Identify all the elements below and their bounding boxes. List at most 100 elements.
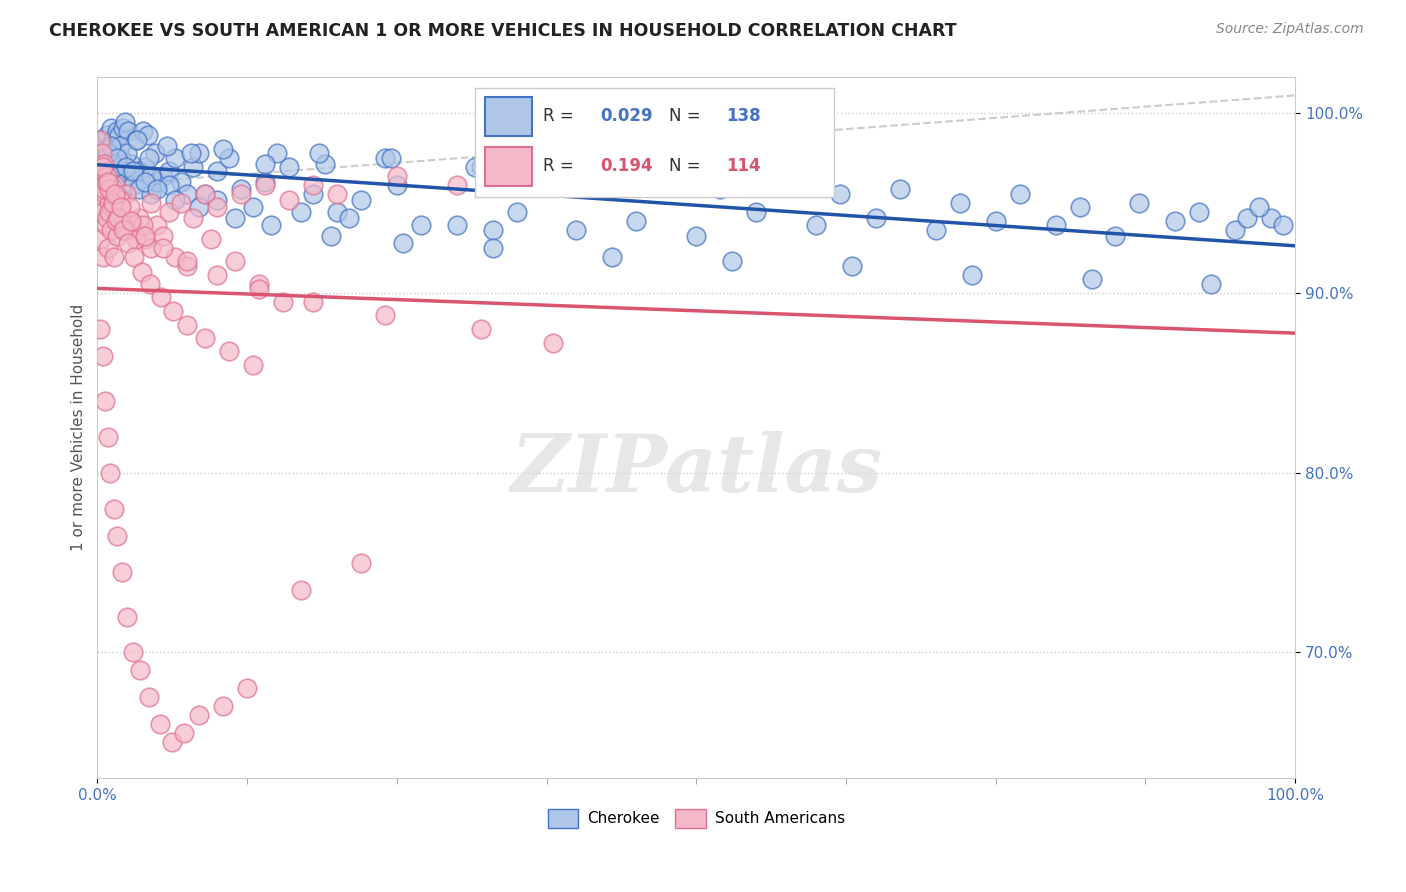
- Point: [91, 145, 114, 160]
- Point: [136, 128, 159, 142]
- Point: [90, 133, 112, 147]
- Point: [380, 151, 402, 165]
- Point: [157, 164, 180, 178]
- Point: [1104, 228, 1126, 243]
- Point: [125, 232, 148, 246]
- Point: [104, 161, 127, 175]
- Point: [176, 318, 198, 333]
- Point: [103, 250, 125, 264]
- Point: [134, 232, 156, 246]
- Point: [97, 145, 120, 160]
- Point: [152, 169, 174, 184]
- Point: [157, 178, 180, 193]
- Point: [242, 200, 264, 214]
- Point: [132, 218, 155, 232]
- Point: [212, 142, 235, 156]
- Point: [98, 145, 121, 160]
- Point: [841, 259, 863, 273]
- Point: [93, 182, 115, 196]
- Point: [128, 182, 150, 196]
- Point: [176, 259, 198, 273]
- Point: [90, 151, 112, 165]
- Point: [602, 250, 624, 264]
- Point: [141, 196, 163, 211]
- Point: [114, 115, 136, 129]
- Point: [218, 343, 240, 358]
- Point: [326, 205, 349, 219]
- Point: [101, 196, 124, 211]
- Point: [117, 145, 139, 160]
- Point: [125, 133, 148, 147]
- Point: [1260, 211, 1282, 225]
- Point: [180, 145, 202, 160]
- Point: [173, 726, 195, 740]
- Point: [254, 175, 277, 189]
- Point: [385, 169, 408, 184]
- Point: [626, 157, 648, 171]
- Point: [146, 182, 169, 196]
- Point: [115, 187, 138, 202]
- Point: [302, 178, 325, 193]
- Point: [111, 120, 134, 135]
- Point: [1272, 218, 1295, 232]
- Point: [90, 232, 112, 246]
- Point: [266, 145, 288, 160]
- Point: [146, 175, 169, 189]
- Point: [194, 331, 217, 345]
- Point: [120, 214, 142, 228]
- Point: [141, 187, 163, 202]
- Point: [97, 205, 120, 219]
- Point: [505, 205, 527, 219]
- Point: [117, 169, 139, 184]
- Point: [224, 253, 246, 268]
- Point: [236, 681, 259, 696]
- Point: [117, 235, 139, 250]
- Point: [1008, 187, 1031, 202]
- Point: [481, 223, 503, 237]
- Point: [278, 161, 301, 175]
- Point: [134, 175, 156, 189]
- Point: [108, 205, 131, 219]
- Point: [105, 228, 128, 243]
- Point: [100, 223, 122, 237]
- Point: [115, 161, 138, 175]
- Point: [104, 187, 127, 202]
- Point: [745, 205, 768, 219]
- Point: [89, 151, 111, 165]
- Point: [505, 161, 527, 175]
- Point: [271, 295, 294, 310]
- Point: [111, 565, 134, 579]
- Point: [470, 161, 492, 175]
- Point: [247, 277, 270, 291]
- Point: [124, 250, 146, 264]
- Text: Source: ZipAtlas.com: Source: ZipAtlas.com: [1216, 22, 1364, 37]
- Point: [120, 164, 142, 178]
- Point: [205, 164, 228, 178]
- Point: [200, 232, 222, 246]
- Point: [650, 169, 672, 184]
- Point: [1236, 211, 1258, 225]
- Point: [93, 187, 115, 202]
- Point: [170, 175, 193, 189]
- Point: [134, 228, 156, 243]
- Point: [105, 151, 128, 165]
- Point: [254, 178, 277, 193]
- Point: [97, 175, 120, 189]
- Point: [446, 218, 468, 232]
- Point: [949, 196, 972, 211]
- Point: [89, 133, 111, 147]
- Point: [326, 187, 349, 202]
- Point: [118, 200, 141, 214]
- Point: [314, 157, 336, 171]
- Point: [254, 157, 277, 171]
- Point: [464, 161, 486, 175]
- Point: [170, 196, 193, 211]
- Point: [865, 211, 887, 225]
- Point: [104, 178, 127, 193]
- Point: [149, 717, 172, 731]
- Point: [278, 193, 301, 207]
- Point: [138, 151, 160, 165]
- Point: [87, 169, 110, 184]
- Point: [122, 223, 145, 237]
- Point: [446, 178, 468, 193]
